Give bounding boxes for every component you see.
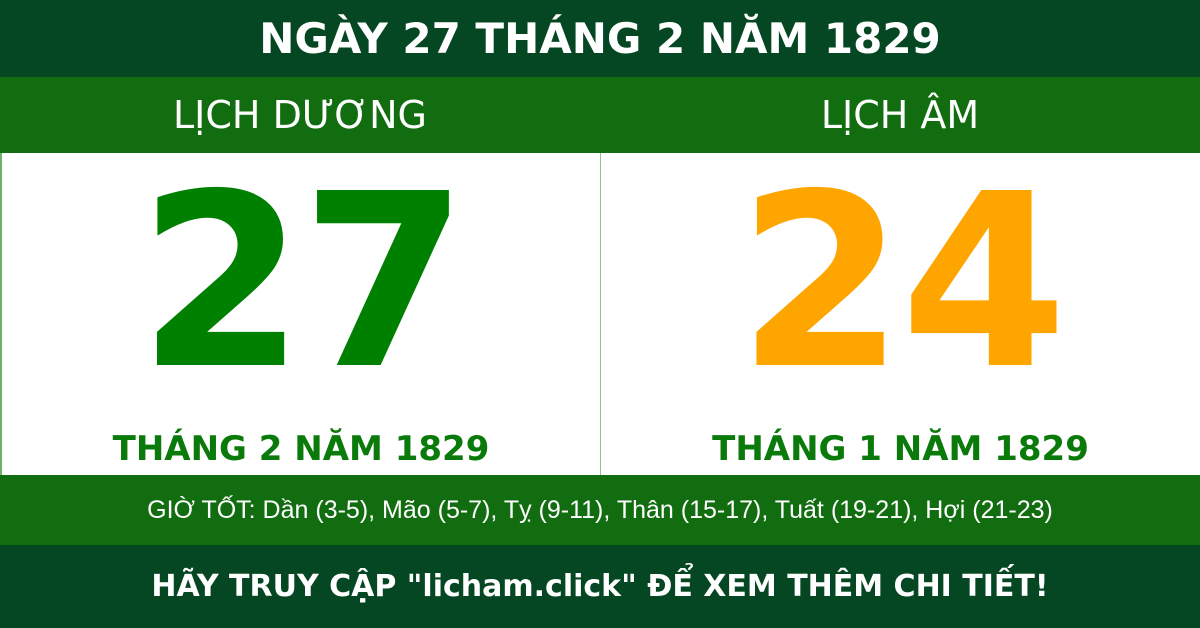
solar-calendar-label: LỊCH DƯƠNG [173,93,427,137]
lunar-month-year: THÁNG 1 NĂM 1829 [712,429,1089,469]
page-title: NGÀY 27 THÁNG 2 NĂM 1829 [0,0,1200,77]
solar-day: 27 [138,142,468,422]
good-hours: GIỜ TỐT: Dần (3-5), Mão (5-7), Tỵ (9-11)… [0,475,1200,545]
lunar-date-panel: 24 THÁNG 1 NĂM 1829 [600,153,1200,475]
lunar-day: 24 [737,142,1068,422]
lunar-calendar-label: LỊCH ÂM [820,93,980,137]
solar-month-year: THÁNG 2 NĂM 1829 [112,429,490,469]
calendar-headers: LỊCH DƯƠNG LỊCH ÂM [0,77,1200,153]
footer-cta: HÃY TRUY CẬP "licham.click" ĐỂ XEM THÊM … [0,545,1200,628]
solar-date-panel: 27 THÁNG 2 NĂM 1829 [0,153,600,475]
